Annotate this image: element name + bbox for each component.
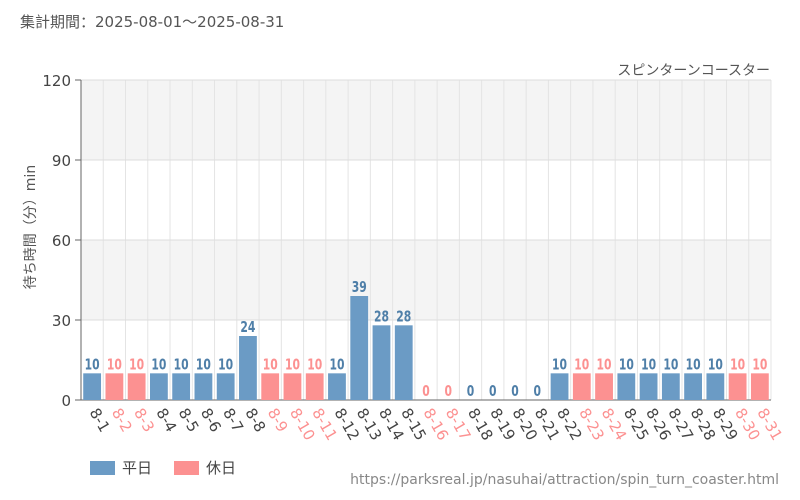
bar-value-label: 24 — [240, 319, 255, 336]
weekday-swatch — [90, 460, 115, 475]
x-tick-label: 8-6 — [197, 405, 225, 435]
bar — [283, 373, 302, 400]
bar-value-label: 10 — [708, 357, 723, 374]
bar — [550, 373, 569, 400]
bar-value-label: 10 — [285, 357, 300, 374]
bar — [172, 373, 191, 400]
bar — [661, 373, 680, 400]
x-tick-label: 8-5 — [175, 405, 203, 435]
bar — [105, 373, 124, 400]
plot-band — [81, 80, 771, 160]
bar-value-label: 10 — [597, 357, 612, 374]
x-tick-label: 8-2 — [108, 405, 136, 435]
bar — [684, 373, 702, 400]
legend: 平日 休日 — [90, 457, 258, 478]
source-url: https://parksreal.jp/nasuhai/attraction/… — [350, 472, 779, 488]
bar-value-label: 10 — [663, 357, 678, 374]
legend-item-weekday: 平日 — [90, 457, 152, 478]
bar — [595, 373, 613, 400]
x-tick-label: 8-4 — [152, 405, 180, 435]
x-tick-label: 8-8 — [241, 405, 269, 435]
bar — [750, 373, 769, 400]
bar-value-label: 0 — [511, 383, 519, 400]
bar-value-label: 10 — [107, 357, 122, 374]
bar — [150, 373, 168, 400]
period-label: 集計期間：2025-08-01～2025-08-31 — [20, 13, 285, 31]
bar-value-label: 10 — [218, 357, 233, 374]
bar-value-label: 39 — [352, 279, 367, 296]
bar-value-label: 10 — [329, 357, 344, 374]
bar — [127, 373, 146, 400]
bar-value-label: 0 — [534, 383, 542, 400]
bar — [617, 373, 636, 400]
bar — [216, 373, 235, 400]
bar-value-label: 10 — [151, 357, 166, 374]
x-tick-label: 8-3 — [130, 405, 158, 435]
bar — [261, 373, 280, 400]
bar-value-label: 10 — [730, 357, 745, 374]
bar-value-label: 0 — [445, 383, 453, 400]
chart-title: スピンターンコースター — [617, 63, 770, 79]
legend-item-holiday: 休日 — [174, 457, 236, 478]
bar — [83, 373, 102, 400]
bar-value-label: 10 — [307, 357, 322, 374]
bar-value-label: 10 — [641, 357, 656, 374]
plot-band — [81, 160, 771, 240]
bars — [83, 296, 769, 400]
y-tick-label: 0 — [61, 392, 71, 410]
bar — [305, 373, 324, 400]
y-tick-label: 120 — [42, 72, 71, 90]
bar-value-label: 10 — [619, 357, 634, 374]
bar-value-label: 10 — [552, 357, 567, 374]
holiday-swatch — [174, 460, 200, 475]
plot-band — [81, 240, 771, 320]
x-tick-label: 8-7 — [219, 405, 247, 435]
bar — [706, 373, 725, 400]
legend-weekday-label: 平日 — [122, 459, 153, 477]
y-tick-label: 30 — [52, 312, 71, 330]
bar — [728, 373, 747, 400]
bar-value-label: 10 — [752, 357, 767, 374]
bar — [639, 373, 658, 400]
bar — [394, 325, 413, 400]
bar-value-label: 10 — [129, 357, 144, 374]
bar-value-label: 28 — [374, 309, 389, 326]
bar — [194, 373, 213, 400]
bar-value-label: 10 — [196, 357, 211, 374]
bar-value-label: 0 — [422, 383, 430, 400]
bar-value-label: 10 — [574, 357, 589, 374]
x-tick-label: 8-1 — [86, 405, 114, 435]
bar-value-label: 28 — [396, 309, 411, 326]
bar — [328, 373, 346, 400]
bar-value-label: 10 — [174, 357, 189, 374]
bar — [372, 325, 391, 400]
bar-value-label: 0 — [489, 383, 497, 400]
bar — [350, 296, 369, 400]
legend-holiday-label: 休日 — [206, 459, 237, 477]
x-tick-label: 8-9 — [264, 405, 292, 435]
bar — [239, 336, 257, 400]
y-axis-label: 待ち時間（分）min — [23, 165, 39, 289]
bar-value-label: 10 — [85, 357, 100, 374]
bar-value-label: 10 — [263, 357, 278, 374]
y-tick-label: 90 — [52, 152, 71, 170]
bar-value-label: 10 — [686, 357, 701, 374]
y-tick-label: 60 — [52, 232, 71, 250]
bar-value-label: 0 — [467, 383, 475, 400]
bar — [572, 373, 591, 400]
